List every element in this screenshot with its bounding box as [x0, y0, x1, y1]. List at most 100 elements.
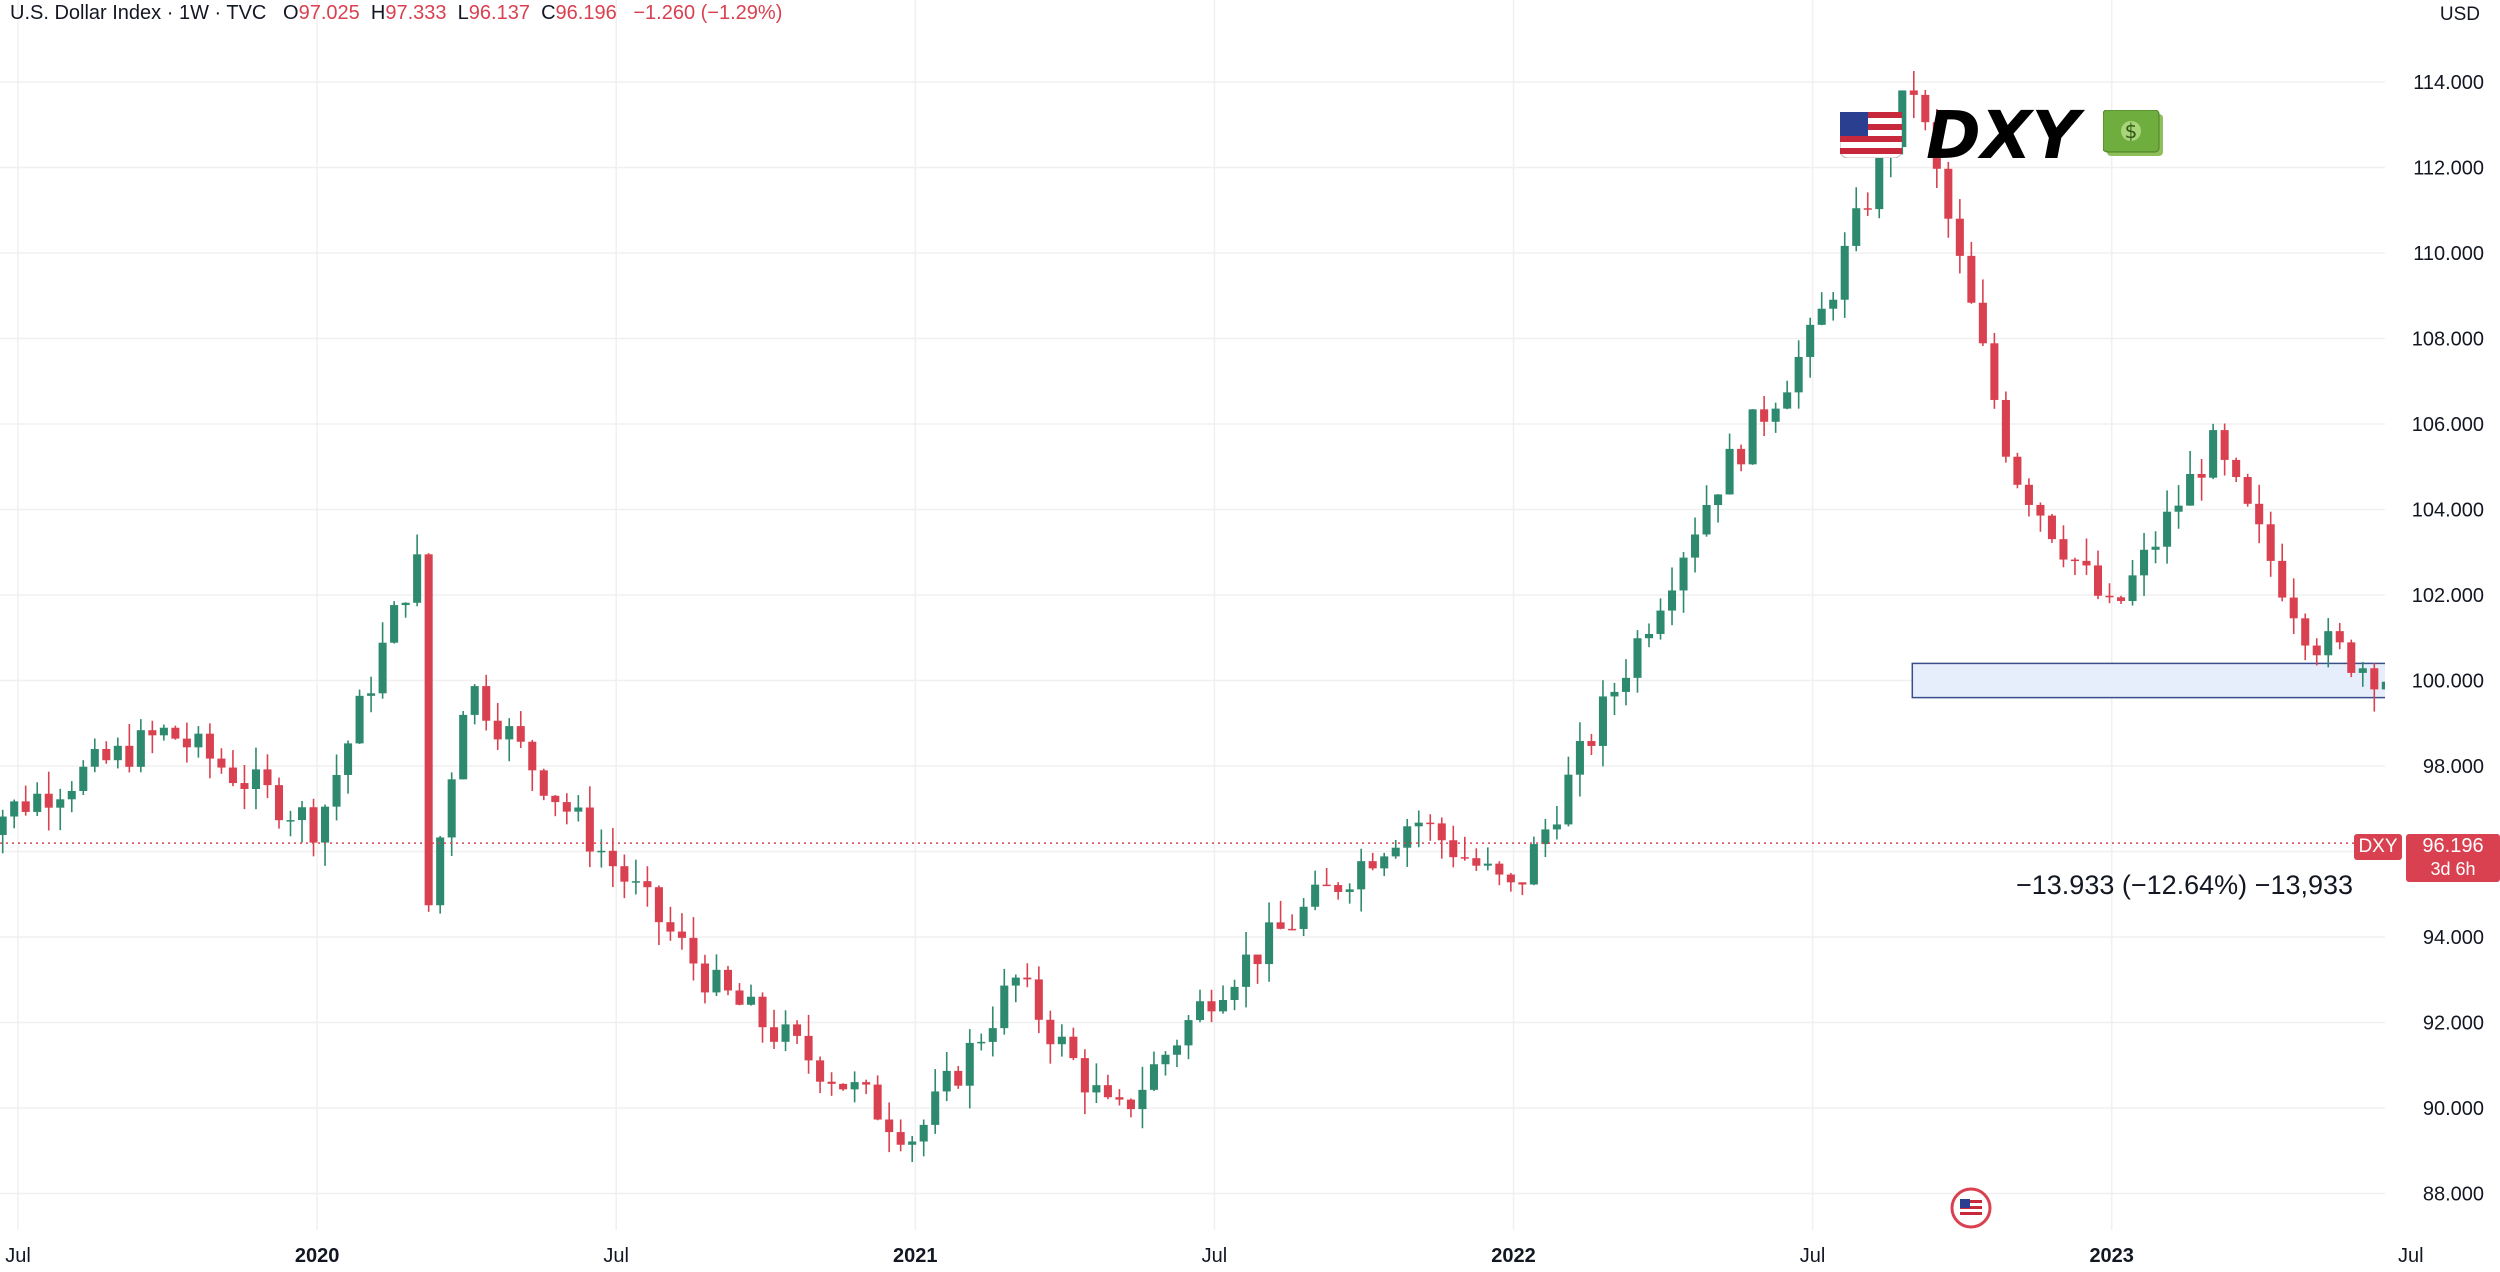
price-axis-bg[interactable] — [2385, 0, 2500, 1272]
candle-body — [332, 774, 341, 807]
time-tick-label: 2021 — [893, 1245, 938, 1267]
last-price-value: 96.196 — [2422, 835, 2484, 857]
symbol-name[interactable]: U.S. Dollar Index · 1W · TVC — [10, 2, 267, 24]
candle-body — [1541, 829, 1550, 845]
candle-body — [654, 887, 663, 923]
candle-body — [1334, 885, 1343, 892]
candle-body — [2335, 631, 2344, 643]
price-axis[interactable]: 88.00090.00092.00094.00096.00098.000100.… — [2385, 0, 2500, 1272]
time-tick-label: 2022 — [1491, 1245, 1536, 1267]
candle-body — [539, 770, 548, 796]
candle-body — [2059, 539, 2068, 560]
candle-body — [194, 733, 203, 748]
time-axis[interactable]: Jul2020Jul2021Jul2022Jul2023Jul2024Jul20… — [5, 1245, 2500, 1267]
candle-body — [321, 806, 330, 843]
candle-body — [390, 605, 399, 643]
candle-body — [689, 937, 698, 964]
candle-body — [1829, 299, 1838, 309]
candle-body — [1253, 954, 1262, 965]
candle-body — [1115, 1097, 1124, 1100]
candle-body — [2001, 399, 2010, 457]
candle-body — [401, 602, 410, 606]
candle-body — [574, 807, 583, 812]
candle-body — [1161, 1054, 1170, 1065]
candle-body — [1587, 741, 1596, 746]
candle-body — [1495, 863, 1504, 875]
candle-body — [1126, 1099, 1135, 1110]
candle-body — [919, 1124, 928, 1142]
candle-body — [1552, 824, 1561, 830]
candle-body — [1069, 1036, 1078, 1059]
candle-body — [2163, 511, 2172, 547]
candle-body — [746, 996, 756, 1005]
candle-body — [251, 769, 260, 790]
candle-body — [413, 554, 422, 603]
candle-body — [2140, 549, 2149, 576]
candle-body — [1875, 155, 1884, 210]
candle-body — [1322, 884, 1331, 887]
candle-body — [1644, 633, 1654, 639]
candle-body — [1219, 999, 1228, 1012]
candle-body — [677, 931, 686, 938]
candle-body — [1460, 857, 1469, 859]
candle-body — [551, 795, 560, 803]
candle-body — [1737, 448, 1746, 465]
candle-body — [2128, 575, 2137, 602]
candle-body — [2036, 504, 2045, 516]
candle-body — [1656, 610, 1665, 634]
candle-body — [885, 1119, 894, 1133]
candle-body — [931, 1091, 940, 1125]
candle-body — [2116, 597, 2126, 602]
candle-body — [1944, 168, 1953, 219]
candle-body — [666, 922, 675, 932]
candle-body — [723, 969, 733, 991]
candle-body — [1840, 245, 1849, 300]
candle-body — [2301, 618, 2310, 646]
svg-text:$: $ — [2125, 119, 2138, 143]
candle-body — [735, 990, 744, 1005]
price-tick-label: 110.000 — [2413, 243, 2484, 265]
time-tick-label: 2023 — [2089, 1245, 2134, 1267]
us-flag-event-icon[interactable] — [1950, 1187, 1992, 1229]
candle-body — [1345, 889, 1354, 892]
open-value: 97.025 — [298, 2, 360, 24]
candle-body — [585, 807, 594, 852]
candle-body — [1610, 691, 1619, 697]
candle-body — [1978, 302, 1987, 344]
candle-body — [770, 1027, 779, 1042]
candle-body — [263, 769, 272, 786]
candle-body — [827, 1081, 836, 1084]
currency-button[interactable]: USD — [2431, 2, 2488, 28]
candle-body — [2347, 642, 2356, 673]
candle-body — [1909, 90, 1918, 95]
candle-body — [1990, 343, 1999, 400]
candle-body — [67, 790, 76, 800]
candle-body — [562, 802, 571, 812]
close-label: C — [541, 2, 556, 24]
candle-body — [1391, 847, 1400, 857]
price-tick-label: 112.000 — [2413, 158, 2484, 180]
price-tick-label: 106.000 — [2412, 414, 2484, 436]
price-tick-label: 98.000 — [2423, 756, 2484, 778]
candle-body — [804, 1035, 813, 1061]
candle-body — [2151, 546, 2160, 550]
candle-body — [793, 1024, 802, 1036]
candle-body — [102, 748, 111, 761]
candle-body — [816, 1060, 825, 1082]
chart-overlay — [0, 842, 2385, 844]
candle-body — [355, 695, 364, 744]
candle-body — [942, 1070, 951, 1092]
chart-grid — [0, 0, 2412, 1230]
candle-body — [1311, 884, 1320, 907]
candle-body — [1783, 392, 1792, 409]
candle-body — [758, 996, 767, 1028]
candle-body — [21, 801, 30, 812]
candle-body — [1598, 696, 1607, 746]
time-tick-label: Jul — [1202, 1245, 1228, 1267]
candle-body — [1046, 1019, 1055, 1045]
candle-body — [1748, 409, 1757, 465]
change-value: −1.260 (−1.29%) — [633, 2, 783, 24]
candle-body — [1564, 774, 1573, 825]
candle-body — [1529, 844, 1538, 885]
